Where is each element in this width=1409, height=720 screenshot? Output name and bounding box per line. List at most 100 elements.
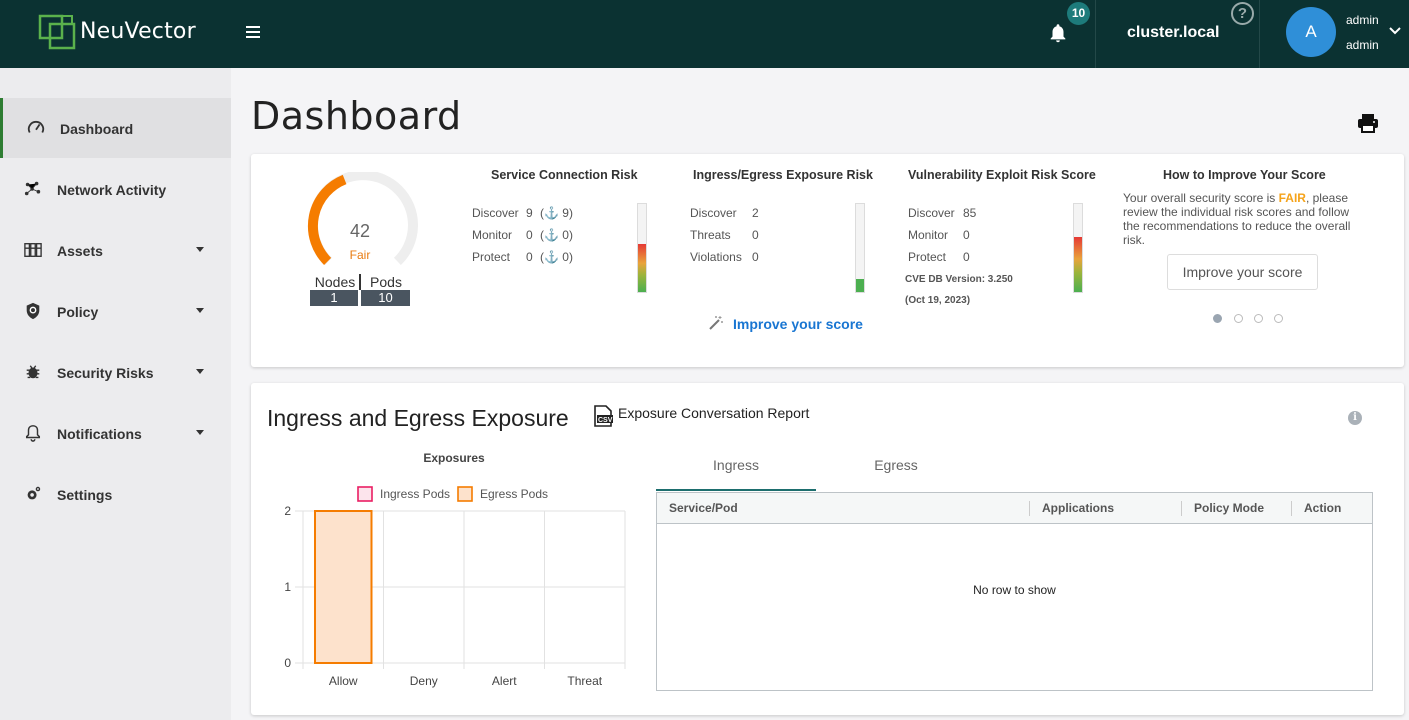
column-separator[interactable] [1291,501,1292,516]
tab-ingress[interactable]: Ingress [656,455,816,491]
exposure-risk-meter-fill [856,278,864,292]
exposure-section-title: Ingress and Egress Exposure [267,405,569,431]
legend-swatch [357,486,373,502]
score-grade-highlight: FAIR [1278,191,1306,205]
vuln-risk-meter [1073,203,1083,293]
sidebar-item-label: Notifications [57,426,142,442]
column-separator[interactable] [1029,501,1030,516]
column-header-service-pod[interactable]: Service/Pod [669,501,738,515]
notification-bell-icon[interactable] [1047,22,1069,44]
improve-score-button[interactable]: Improve your score [1167,254,1318,290]
tab-egress[interactable]: Egress [874,457,918,473]
sidebar: Dashboard Network Activity Assets Policy [0,68,231,720]
pods-label: Pods [370,274,402,290]
menu-toggle-icon[interactable] [246,26,260,40]
caret-down-icon[interactable] [196,308,204,313]
caret-down-icon[interactable] [196,247,204,252]
y-tick-label: 1 [284,580,291,594]
magic-wand-icon[interactable] [708,315,724,331]
security-score-card: 42 Fair Nodes Pods 1 10 Service Connecti… [251,154,1404,367]
sidebar-item-label: Policy [57,304,99,320]
sidebar-item-dashboard[interactable]: Dashboard [0,98,231,158]
score-value: 42 [349,221,371,241]
caret-down-icon[interactable] [196,430,204,435]
service-risk-row: Protect 0 (⚓ 0) [472,250,573,264]
vuln-risk-title: Vulnerability Exploit Risk Score [908,168,1096,182]
vuln-risk-row: Protect 0 [908,250,970,264]
gear-icon [27,486,41,500]
exposure-table: Service/Pod Applications Policy Mode Act… [656,492,1373,691]
chart-title: Exposures [423,451,485,465]
column-separator[interactable] [1181,501,1182,516]
page-title: Dashboard [251,94,462,138]
service-risk-meter [637,203,647,293]
table-header: Service/Pod Applications Policy Mode Act… [657,493,1372,524]
exposures-chart: Exposures Ingress Pods Egress Pods 0 1 2 Allow… [284,451,626,688]
carousel-dot[interactable] [1213,314,1222,323]
carousel-dot[interactable] [1254,314,1263,323]
column-header-action[interactable]: Action [1304,501,1342,515]
nodes-pods-divider [359,274,361,290]
sidebar-item-security-risks[interactable]: Security Risks [0,342,231,402]
chevron-down-icon[interactable] [1389,26,1401,36]
service-risk-meter-fill [638,243,646,292]
sidebar-item-policy[interactable]: Policy [0,281,231,341]
legend-label: Ingress Pods [380,487,450,501]
speedometer-icon [27,120,45,133]
user-name[interactable]: admin [1346,13,1379,27]
how-to-improve-text: Your overall security score is FAIR, ple… [1123,191,1351,247]
help-icon[interactable]: ? [1231,2,1254,25]
sidebar-item-label: Network Activity [57,182,167,198]
bell-icon [25,425,41,442]
carousel-dot[interactable] [1274,314,1283,323]
nodes-label: Nodes [314,274,356,290]
service-risk-title: Service Connection Risk [491,168,638,182]
y-tick-label: 0 [284,656,291,670]
sidebar-item-notifications[interactable]: Notifications [0,403,231,463]
x-tick-label: Allow [329,674,358,688]
how-to-improve-title: How to Improve Your Score [1163,168,1326,182]
brand-name: NeuVector [80,19,196,44]
neuvector-logo-icon[interactable] [38,14,78,50]
notification-count-badge[interactable]: 10 [1067,2,1090,25]
carousel-dot[interactable] [1234,314,1243,323]
sidebar-item-label: Settings [57,487,113,503]
exposure-card: Ingress and Egress Exposure CSV Exposure… [251,383,1404,715]
column-header-applications[interactable]: Applications [1042,501,1115,515]
exposure-risk-row: Discover 2 [690,206,759,220]
exposure-risk-row: Threats 0 [690,228,759,242]
exposure-risk-title: Ingress/Egress Exposure Risk [693,168,873,182]
cve-db-date: (Oct 19, 2023) [905,295,971,306]
column-header-policy-mode[interactable]: Policy Mode [1194,501,1265,515]
header-divider [1259,0,1260,68]
avatar[interactable]: A [1286,7,1336,57]
header-divider [1095,0,1096,68]
legend-label: Egress Pods [480,487,548,501]
x-tick-label: Alert [492,674,517,688]
sidebar-item-network-activity[interactable]: Network Activity [0,159,231,219]
nodes-count: 1 [310,290,358,306]
svg-text:CSV: CSV [598,417,613,424]
top-bar: NeuVector 10 cluster.local ? A admin adm… [0,0,1409,68]
cve-db-version: CVE DB Version: 3.250 [905,274,1013,285]
legend-swatch [457,486,473,502]
cluster-selector[interactable]: cluster.local [1127,24,1220,41]
info-icon[interactable]: i [1348,411,1362,425]
bug-icon [26,365,40,379]
caret-down-icon[interactable] [196,369,204,374]
user-role[interactable]: admin [1346,38,1379,52]
y-tick-label: 2 [284,504,291,518]
sidebar-item-settings[interactable]: Settings [0,464,231,524]
x-tick-label: Threat [567,674,602,688]
x-tick-label: Deny [410,674,438,688]
sidebar-item-label: Assets [57,243,103,259]
service-risk-row: Discover 9 (⚓ 9) [472,206,573,220]
pods-count: 10 [361,290,410,306]
improve-score-link[interactable]: Improve your score [733,316,863,332]
exposure-report-link[interactable]: Exposure Conversation Report [618,405,810,421]
print-icon[interactable] [1357,113,1379,133]
csv-file-icon[interactable]: CSV [593,405,613,427]
service-risk-row: Monitor 0 (⚓ 0) [472,228,573,242]
network-icon [24,181,41,196]
sidebar-item-assets[interactable]: Assets [0,220,231,280]
